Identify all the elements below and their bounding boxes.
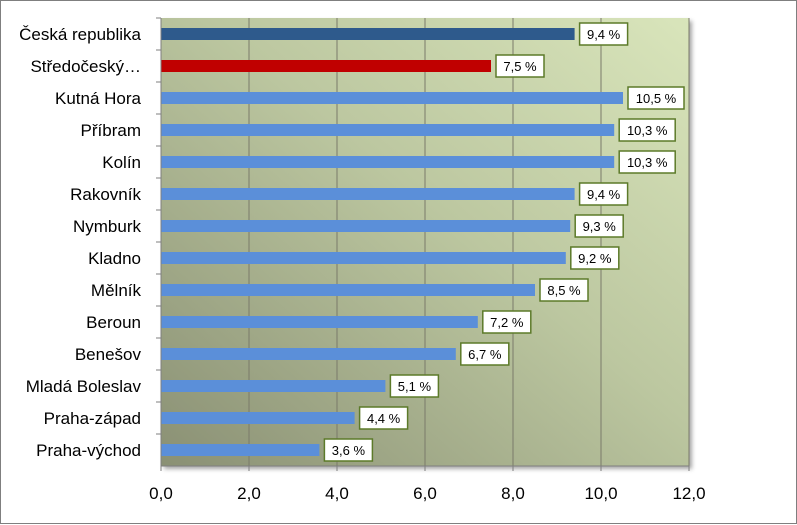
data-label: 3,6 % [332, 443, 366, 458]
data-label: 10,3 % [627, 123, 668, 138]
category-label: Kolín [102, 153, 141, 172]
data-label-box [574, 214, 624, 238]
data-label: 7,5 % [503, 59, 537, 74]
x-tick-label: 2,0 [237, 484, 261, 503]
bar [161, 252, 566, 264]
data-label: 10,3 % [627, 155, 668, 170]
data-label: 6,7 % [468, 347, 502, 362]
x-tick-label: 8,0 [501, 484, 525, 503]
bar [161, 444, 320, 456]
data-label-box [495, 54, 545, 78]
category-label: Česká republika [19, 25, 141, 44]
x-tick-label: 0,0 [149, 484, 173, 503]
data-label-box [578, 182, 629, 206]
category-labels: Česká republika Středočeský… Kutná Hora Pří… [19, 25, 141, 460]
data-label-box [618, 118, 676, 142]
bar [161, 412, 355, 424]
category-label: Nymburk [73, 217, 142, 236]
data-label: 9,4 % [587, 187, 621, 202]
category-label: Rakovník [70, 185, 141, 204]
data-label-box [627, 86, 685, 110]
data-label: 4,4 % [367, 411, 401, 426]
bar [161, 28, 575, 40]
bar [161, 60, 491, 72]
bars [161, 28, 623, 456]
data-label-box [570, 246, 620, 270]
bar [161, 380, 386, 392]
x-tick-label: 4,0 [325, 484, 349, 503]
data-label: 7,2 % [490, 315, 524, 330]
category-label: Středočeský… [30, 57, 141, 76]
data-label-box [618, 150, 676, 174]
category-label: Praha-východ [36, 441, 141, 460]
data-label: 9,3 % [583, 219, 617, 234]
bar [161, 92, 623, 104]
category-label: Mladá Boleslav [26, 377, 142, 396]
bar [161, 188, 575, 200]
data-label: 5,1 % [398, 379, 432, 394]
category-label: Kutná Hora [55, 89, 142, 108]
data-label-box [539, 278, 589, 302]
bar [161, 348, 456, 360]
category-label: Beroun [86, 313, 141, 332]
data-label: 9,2 % [578, 251, 612, 266]
data-label-box [482, 310, 532, 334]
category-label: Benešov [75, 345, 142, 364]
x-tick-label: 12,0 [672, 484, 705, 503]
data-label: 9,4 % [587, 27, 621, 42]
category-label: Příbram [81, 121, 141, 140]
x-tick-label: 6,0 [413, 484, 437, 503]
data-label: 10,5 % [636, 91, 677, 106]
category-label: Kladno [88, 249, 141, 268]
data-labels: 9,4 % 7,5 % 10,5 % 10,3 % 10,3 % 9,4 % 9,3 % 9,… [323, 22, 685, 462]
category-label: Praha-západ [44, 409, 141, 428]
data-label-box [578, 22, 629, 46]
data-label: 8,5 % [547, 283, 581, 298]
x-axis-ticks: 0,0 2,0 4,0 6,0 8,0 10,0 12,0 [149, 17, 706, 503]
bar [161, 156, 615, 168]
bar [161, 284, 535, 296]
x-tick-label: 10,0 [584, 484, 617, 503]
data-label-box [323, 438, 374, 462]
data-label-box [460, 342, 510, 366]
bar [161, 316, 478, 328]
data-label-box [358, 406, 409, 430]
bar [161, 124, 615, 136]
category-label: Mělník [91, 281, 142, 300]
data-label-box [389, 374, 440, 398]
bar [161, 220, 571, 232]
